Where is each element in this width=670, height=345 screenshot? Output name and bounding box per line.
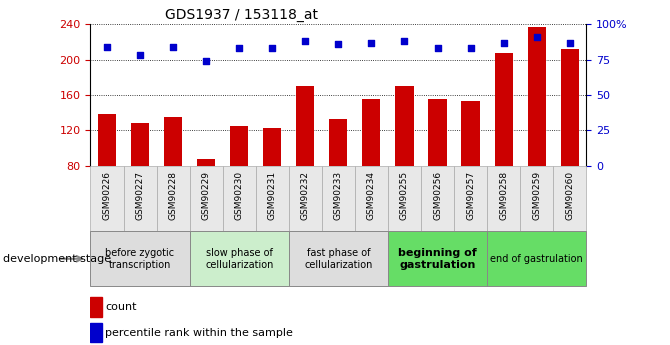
FancyBboxPatch shape [454,166,487,231]
Bar [230,126,249,236]
Point [201,58,212,64]
Text: end of gastrulation: end of gastrulation [490,254,583,264]
Text: GSM90230: GSM90230 [234,171,244,220]
FancyBboxPatch shape [190,231,289,286]
Text: GSM90231: GSM90231 [268,171,277,220]
Bar [263,128,281,236]
Text: GDS1937 / 153118_at: GDS1937 / 153118_at [165,8,318,22]
Bar [561,49,579,236]
Text: percentile rank within the sample: percentile rank within the sample [105,328,293,337]
FancyBboxPatch shape [388,166,421,231]
Point [399,38,410,44]
Point [432,46,443,51]
Text: GSM90259: GSM90259 [532,171,541,220]
Point [531,34,542,40]
Text: fast phase of
cellularization: fast phase of cellularization [304,248,373,269]
Text: before zygotic
transcription: before zygotic transcription [105,248,175,269]
FancyBboxPatch shape [222,166,256,231]
FancyBboxPatch shape [421,166,454,231]
Bar [164,117,182,236]
Text: slow phase of
cellularization: slow phase of cellularization [205,248,273,269]
Point [333,41,344,47]
Point [366,40,377,45]
Text: GSM90258: GSM90258 [499,171,508,220]
Bar [527,27,546,236]
Text: GSM90226: GSM90226 [103,171,111,220]
FancyBboxPatch shape [553,166,586,231]
FancyBboxPatch shape [90,166,123,231]
Point [564,40,575,45]
Bar [98,114,116,236]
FancyBboxPatch shape [355,166,388,231]
Text: GSM90256: GSM90256 [433,171,442,220]
Bar [462,101,480,236]
Text: count: count [105,302,137,312]
Bar [197,158,215,236]
Bar [131,123,149,236]
Text: GSM90232: GSM90232 [301,171,310,220]
Text: development stage: development stage [3,254,111,264]
FancyBboxPatch shape [388,231,487,286]
FancyBboxPatch shape [90,231,190,286]
Text: beginning of
gastrulation: beginning of gastrulation [398,248,477,269]
Text: GSM90233: GSM90233 [334,171,343,220]
Bar [90,323,102,342]
Text: GSM90229: GSM90229 [202,171,210,220]
Bar [362,99,381,236]
FancyBboxPatch shape [157,166,190,231]
FancyBboxPatch shape [256,166,289,231]
Text: GSM90227: GSM90227 [135,171,145,220]
Text: GSM90255: GSM90255 [400,171,409,220]
Bar [494,53,513,236]
Point [300,38,311,44]
Point [498,40,509,45]
Point [168,44,178,50]
FancyBboxPatch shape [487,166,520,231]
FancyBboxPatch shape [123,166,157,231]
Text: GSM90228: GSM90228 [169,171,178,220]
FancyBboxPatch shape [289,166,322,231]
Bar [395,86,413,236]
Text: GSM90260: GSM90260 [565,171,574,220]
FancyBboxPatch shape [289,231,388,286]
Point [465,46,476,51]
Point [102,44,113,50]
Text: GSM90234: GSM90234 [367,171,376,220]
FancyBboxPatch shape [520,166,553,231]
FancyBboxPatch shape [322,166,355,231]
Text: GSM90257: GSM90257 [466,171,475,220]
Bar [428,99,447,236]
Point [234,46,245,51]
Bar [329,119,348,236]
Bar [296,86,314,236]
Point [135,52,145,58]
Point [267,46,277,51]
Bar [90,297,102,317]
FancyBboxPatch shape [190,166,222,231]
FancyBboxPatch shape [487,231,586,286]
